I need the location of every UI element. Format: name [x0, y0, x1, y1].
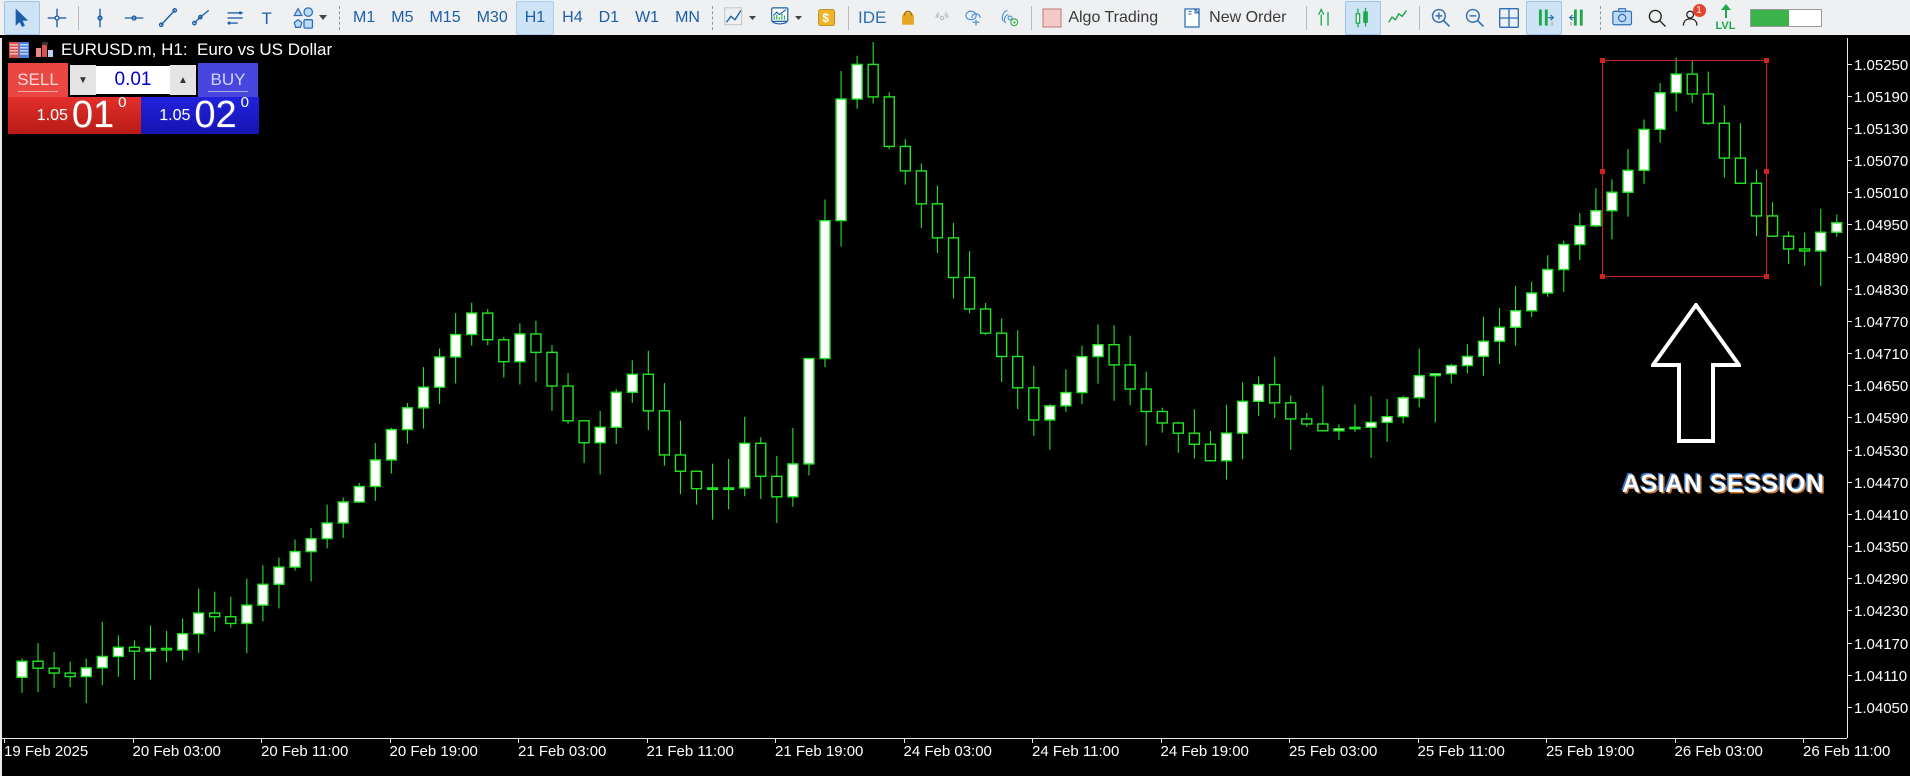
svg-text:$: $: [822, 11, 829, 25]
svg-text:T: T: [262, 8, 272, 27]
